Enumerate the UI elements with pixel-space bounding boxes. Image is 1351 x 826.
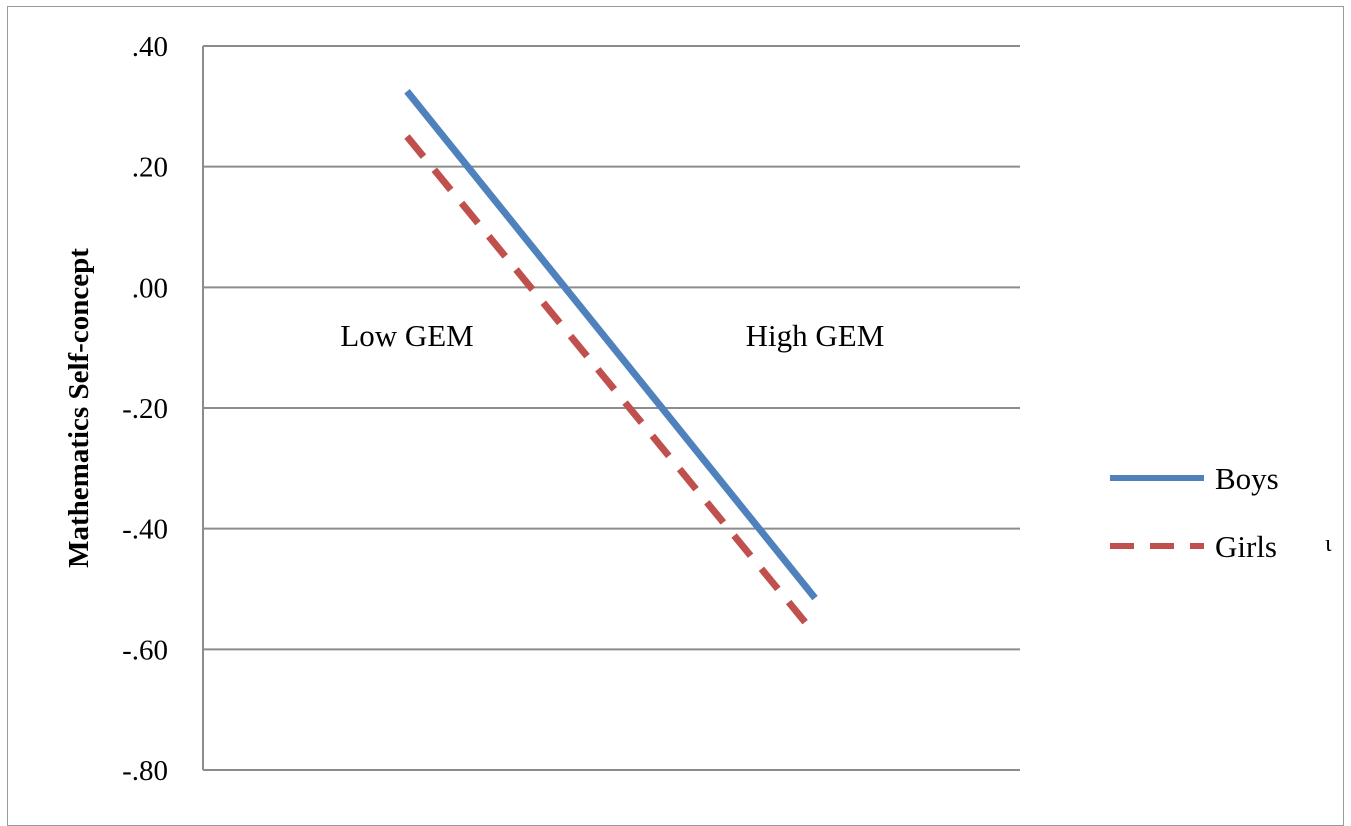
y-tick-label: -.40 (122, 514, 168, 546)
category-label-low-gem: Low GEM (340, 318, 473, 353)
series-lines (404, 89, 818, 637)
legend-label-boys: Boys (1215, 461, 1279, 496)
y-tick-labels: .40 .20 .00 -.20 -.40 -.60 -.80 (122, 31, 168, 787)
y-tick-label: -.80 (122, 755, 168, 787)
y-tick-label: .40 (132, 31, 168, 63)
y-tick-label: .20 (132, 152, 168, 184)
category-label-high-gem: High GEM (746, 318, 885, 353)
y-tick-label: -.20 (122, 393, 168, 425)
y-tick-label: -.60 (122, 634, 168, 666)
legend: Boys Girls (1110, 461, 1279, 564)
y-axis-label: Mathematics Self-concept (63, 248, 95, 568)
legend-label-girls: Girls (1215, 529, 1277, 564)
stray-mark: ι (1325, 531, 1332, 557)
series-line-girls (404, 134, 818, 637)
gridlines (203, 45, 1020, 771)
chart: .40 .20 .00 -.20 -.40 -.60 -.80 Mathematics Se… (63, 31, 1332, 787)
series-line-boys (404, 89, 818, 601)
category-labels: Low GEM High GEM (340, 318, 884, 353)
y-tick-label: .00 (132, 272, 168, 304)
